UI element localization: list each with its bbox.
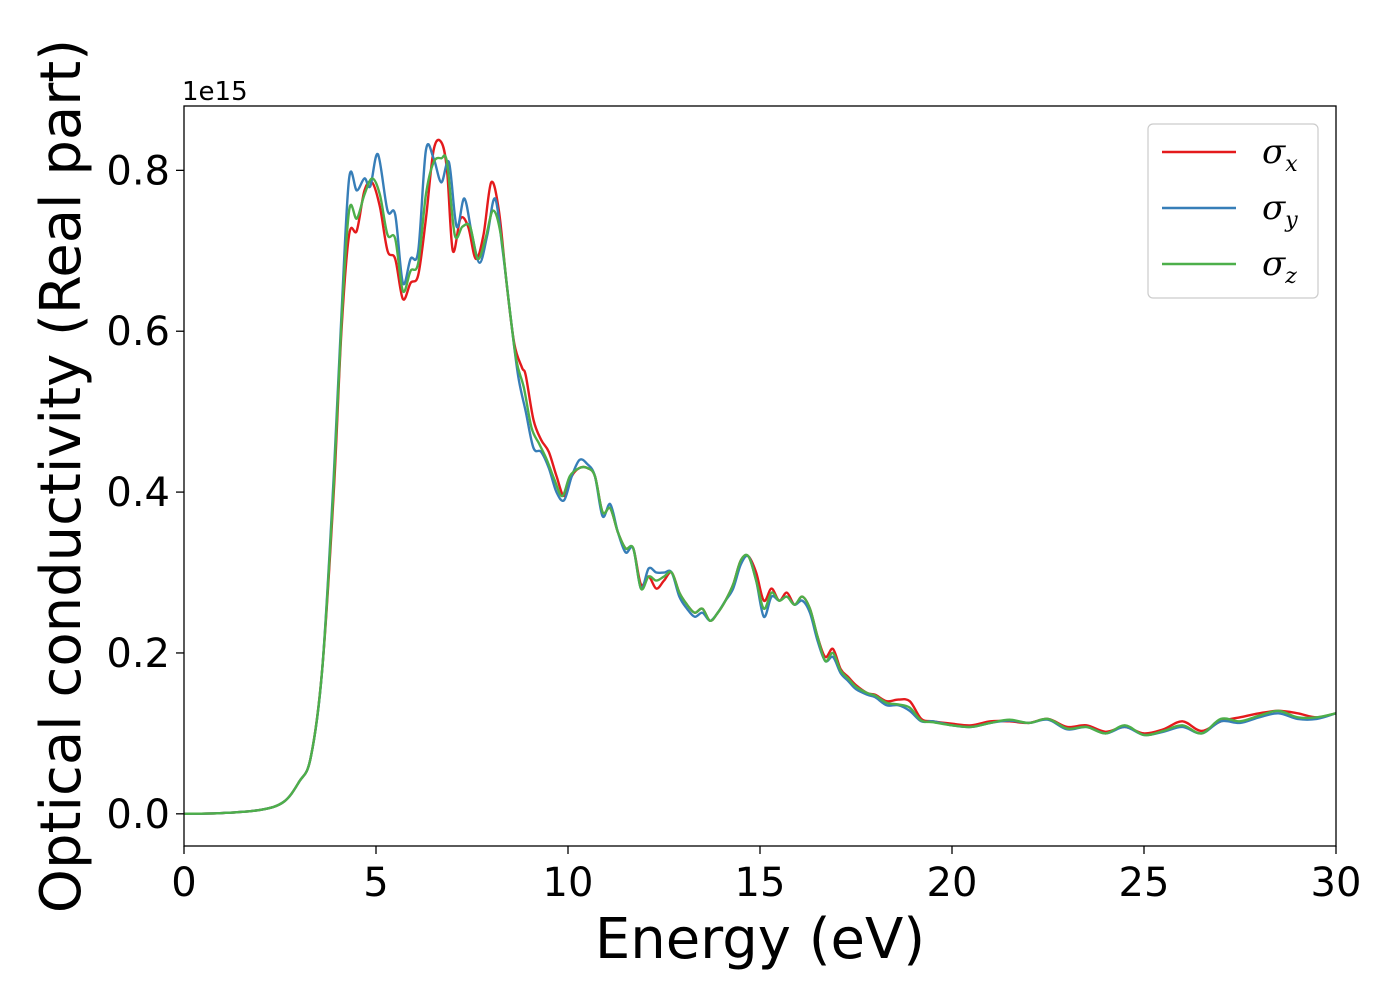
- x-axis-title: Energy (eV): [595, 907, 925, 972]
- legend-label-x: σx: [1262, 132, 1298, 177]
- y-tick-label: 0.4: [106, 470, 170, 516]
- y-offset-text: 1e15: [182, 77, 248, 107]
- x-axis: 0 5 10 15 20 25 30: [171, 846, 1361, 906]
- x-tick-label: 15: [735, 860, 786, 906]
- x-tick-label: 20: [927, 860, 978, 906]
- x-tick-label: 25: [1119, 860, 1170, 906]
- y-tick-label: 0.8: [106, 148, 170, 194]
- legend-box: [1147, 123, 1319, 299]
- legend: σx σy σz: [1147, 123, 1319, 299]
- series-line-z: [184, 154, 1336, 816]
- x-tick-label: 30: [1311, 860, 1362, 906]
- legend-label-z: σz: [1262, 244, 1297, 289]
- y-tick-label: 0.0: [106, 792, 170, 838]
- x-tick-label: 0: [171, 860, 196, 906]
- x-tick-label: 10: [543, 860, 594, 906]
- y-tick-label: 0.2: [106, 631, 170, 677]
- y-tick-label: 0.6: [106, 309, 170, 355]
- y-axis-title: Optical conductivity (Real part): [29, 39, 94, 913]
- series-layer: [184, 138, 1336, 816]
- x-tick-label: 5: [363, 860, 388, 906]
- legend-label-y: σy: [1262, 188, 1298, 233]
- y-axis: 0.0 0.2 0.4 0.6 0.8: [106, 148, 184, 838]
